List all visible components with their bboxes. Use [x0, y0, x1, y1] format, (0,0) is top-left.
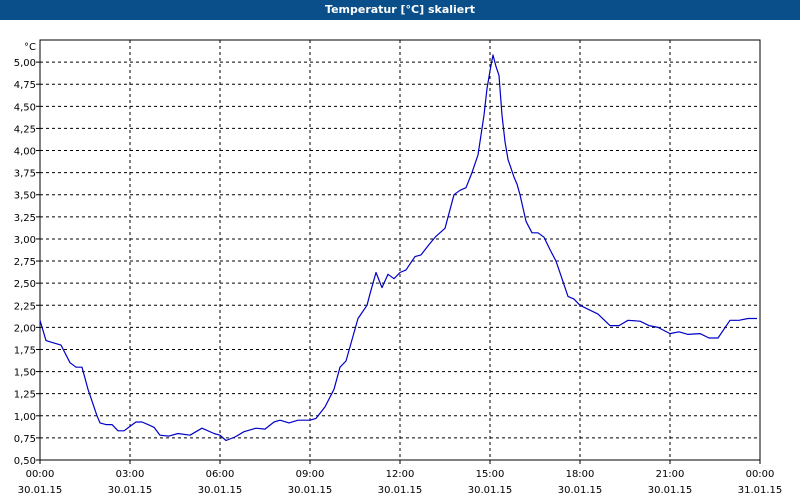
x-tick-time-label: 15:00 [476, 469, 505, 480]
x-tick-date-label: 30.01.15 [198, 485, 243, 496]
y-tick-label: 4,75 [14, 80, 36, 91]
plot-frame [39, 39, 761, 461]
y-tick-label: 5,00 [14, 58, 36, 69]
x-tick-date-label: 30.01.15 [108, 485, 153, 496]
chart-panel: 0,50 0,75 1,00 1,25 1,50 1,75 2,00 2,25 2,50 2,75… [0, 20, 800, 500]
x-tick-date-label: 30.01.15 [468, 485, 513, 496]
y-tick-label: 0,75 [14, 434, 36, 445]
x-tick-time-label: 21:00 [656, 469, 685, 480]
chart-title-bar: Temperatur [°C] skaliert [0, 0, 800, 20]
x-tick-date-label: 30.01.15 [18, 485, 63, 496]
y-tick-label: 2,00 [14, 323, 36, 334]
x-tick-time-label: 12:00 [386, 469, 415, 480]
x-tick-date-label: 30.01.15 [648, 485, 693, 496]
x-tick-time-label: 00:00 [26, 469, 55, 480]
y-tick-label: 2,50 [14, 279, 36, 290]
y-tick-label: 1,75 [14, 345, 36, 356]
x-tick-time-label: 18:00 [566, 469, 595, 480]
y-tick-label: 1,50 [14, 368, 36, 379]
y-tick-label: 2,75 [14, 257, 36, 268]
y-axis-unit-label: °C [24, 42, 36, 53]
y-tick-label: 3,50 [14, 191, 36, 202]
x-tick-date-label: 31.01.15 [738, 485, 783, 496]
x-tick-time-label: 09:00 [296, 469, 325, 480]
x-tick-time-label: 06:00 [206, 469, 235, 480]
x-tick-date-label: 30.01.15 [288, 485, 333, 496]
y-tick-label: 1,00 [14, 412, 36, 423]
y-tick-label: 4,25 [14, 124, 36, 135]
x-tick-date-label: 30.01.15 [558, 485, 603, 496]
x-tick-time-label: 00:00 [746, 469, 775, 480]
y-tick-label: 3,25 [14, 213, 36, 224]
y-tick-label: 4,50 [14, 102, 36, 113]
temperature-chart: 0,50 0,75 1,00 1,25 1,50 1,75 2,00 2,25 2,50 2,75… [14, 39, 783, 496]
y-tick-label: 4,00 [14, 147, 36, 158]
y-tick-label: 3,00 [14, 235, 36, 246]
chart-title: Temperatur [°C] skaliert [325, 3, 475, 16]
y-tick-label: 3,75 [14, 169, 36, 180]
y-tick-label: 2,25 [14, 301, 36, 312]
temperature-series-line [39, 54, 757, 442]
y-tick-label: 1,25 [14, 390, 36, 401]
x-tick-date-label: 30.01.15 [378, 485, 423, 496]
y-tick-label: 0,50 [14, 456, 36, 467]
x-tick-time-label: 03:00 [116, 469, 145, 480]
